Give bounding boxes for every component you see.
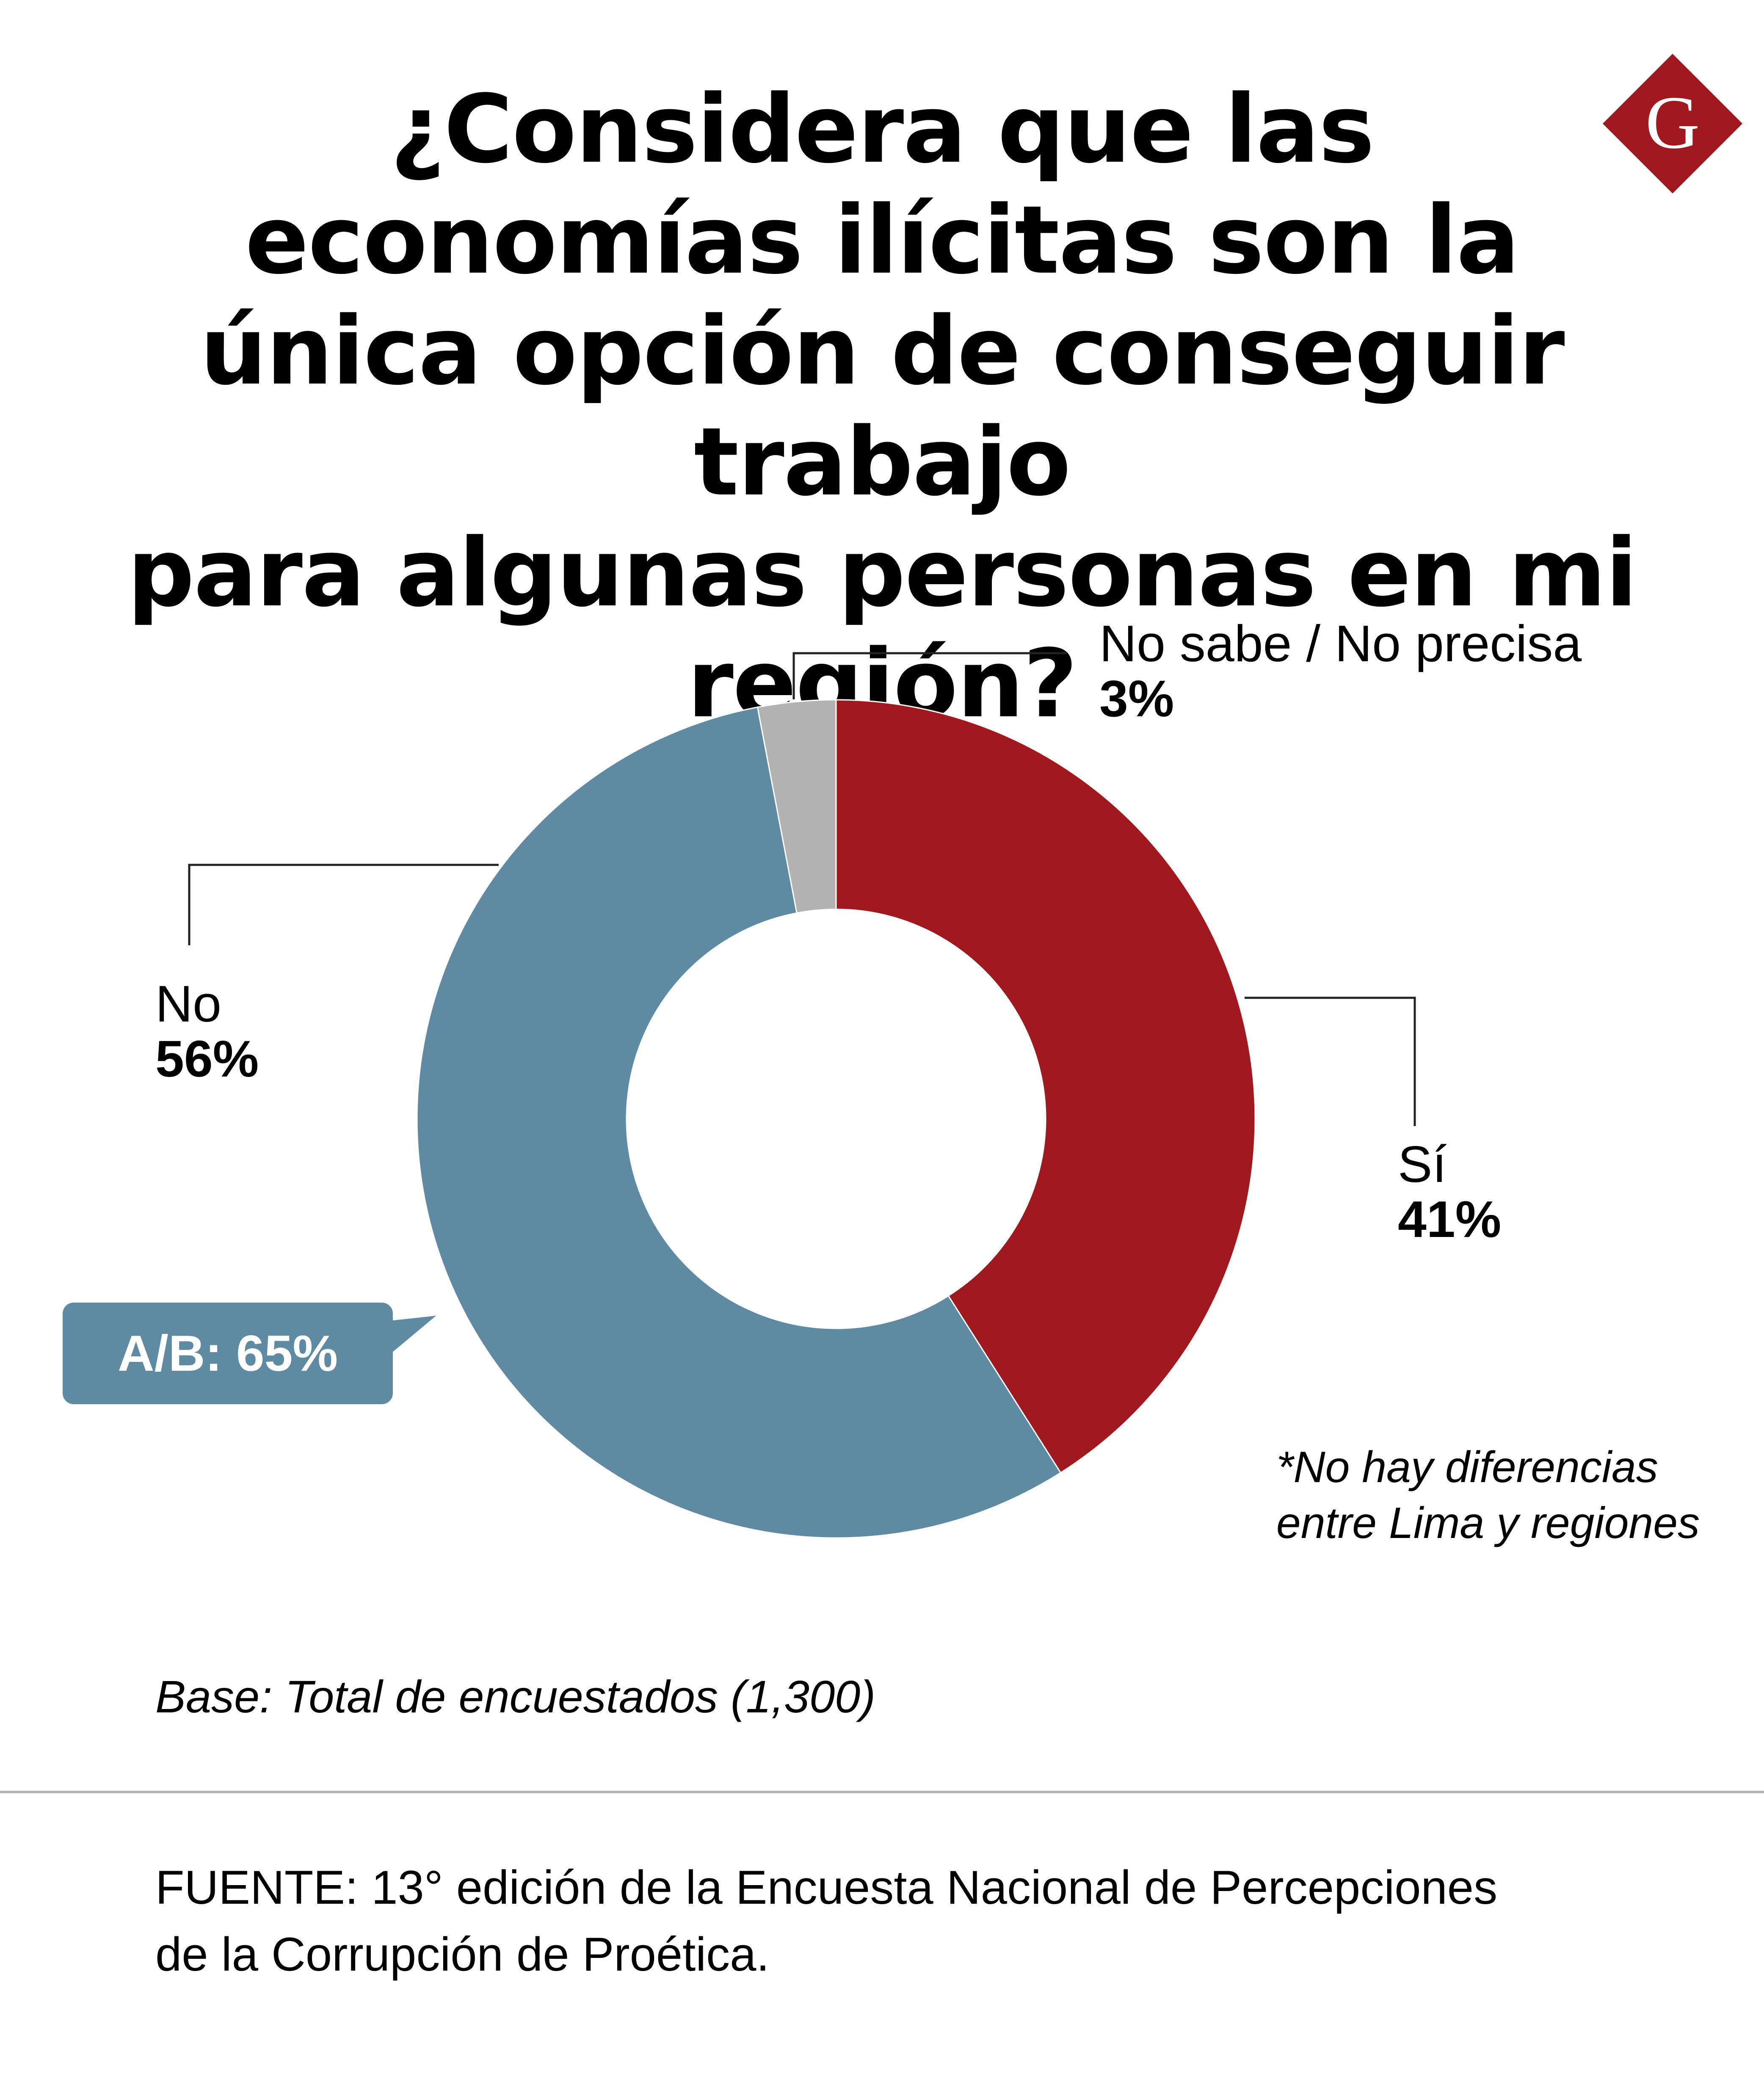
donut-slice-1	[416, 706, 1062, 1539]
title-line-2: economías ilícitas son la	[245, 186, 1520, 295]
callout-pointer	[389, 1316, 436, 1355]
ab-callout: A/B: 65%	[63, 1303, 393, 1404]
title-line-1: ¿Considera que las	[390, 75, 1375, 184]
base-note: Base: Total de encuestados (1,300)	[155, 1671, 876, 1722]
label-no: No 56%	[155, 976, 259, 1086]
source-line-1: FUENTE: 13° edición de la Encuesta Nacio…	[155, 1861, 1498, 1914]
donut-slice-0	[835, 699, 1256, 1474]
label-no-sabe: No sabe / No precisa 3%	[1099, 616, 1582, 726]
label-no-sabe-name: No sabe / No precisa	[1099, 615, 1582, 672]
donut-slice-2	[756, 699, 837, 914]
footnote-line-1: *No hay diferencias	[1276, 1443, 1658, 1492]
title-line-3: única opción de conseguir trabajo	[200, 297, 1565, 517]
label-si-value: 41%	[1398, 1190, 1502, 1248]
chart-title: ¿Considera que las economías ilícitas so…	[0, 74, 1764, 740]
gestion-logo: G	[1603, 54, 1742, 193]
source-note: FUENTE: 13° edición de la Encuesta Nacio…	[155, 1854, 1497, 1988]
footnote-line-2: entre Lima y regiones	[1276, 1499, 1700, 1548]
leader-line-no	[188, 864, 499, 945]
logo-diamond	[1603, 54, 1742, 193]
label-si-name: Sí	[1398, 1135, 1447, 1193]
label-si: Sí 41%	[1398, 1137, 1501, 1247]
ab-callout-text: A/B: 65%	[117, 1325, 338, 1382]
label-no-value: 56%	[155, 1030, 259, 1088]
leader-line-si	[1245, 997, 1416, 1126]
divider	[0, 1791, 1764, 1793]
title-line-4: para algunas personas en mi región?	[127, 519, 1638, 739]
logo-letter: G	[1645, 80, 1700, 164]
footnote: *No hay diferencias entre Lima y regione…	[1276, 1439, 1700, 1551]
source-line-2: de la Corrupción de Proética.	[155, 1928, 770, 1981]
label-no-name: No	[155, 975, 221, 1033]
label-no-sabe-value: 3%	[1099, 670, 1174, 727]
leader-line-no-sabe	[792, 652, 1067, 699]
